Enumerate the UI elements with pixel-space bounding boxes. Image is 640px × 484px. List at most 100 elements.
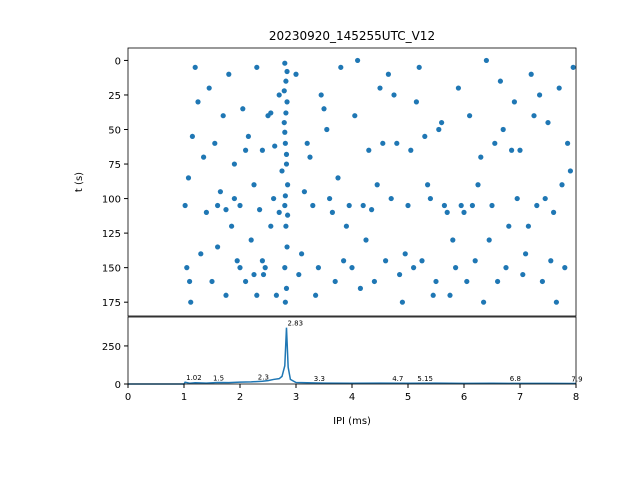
scatter-point (369, 207, 375, 213)
scatter-point (282, 140, 288, 146)
peak-label: 6.8 (510, 375, 521, 383)
scatter-point (299, 251, 305, 257)
scatter-point (439, 119, 445, 126)
scatter-point (461, 209, 467, 215)
scatter-point (388, 195, 394, 202)
scatter-point (223, 207, 229, 213)
scatter-point (284, 99, 290, 105)
scatter-point (260, 271, 267, 278)
scatter-point (402, 251, 408, 257)
y-tick-label: 50 (108, 126, 121, 137)
y-tick-label: 25 (108, 91, 121, 102)
scatter-point (284, 68, 290, 75)
scatter-point (565, 140, 571, 146)
scatter-point (262, 265, 268, 271)
scatter-point (226, 71, 232, 77)
x-tick-label: 4 (349, 392, 355, 403)
scatter-point (310, 202, 316, 209)
scatter-point (268, 110, 274, 116)
scatter-point (231, 195, 237, 202)
scatter-point (497, 78, 503, 84)
peak-label: 5.15 (417, 375, 433, 383)
scatter-point (545, 119, 551, 126)
scatter-point (349, 265, 355, 271)
scatter-point (271, 195, 277, 202)
scatter-point (282, 60, 288, 66)
scatter-point (217, 189, 223, 195)
scatter-point (212, 140, 218, 146)
scatter-point (343, 223, 349, 229)
scatter-point (534, 202, 540, 209)
scatter-point (408, 147, 414, 153)
scatter-point (282, 193, 288, 199)
x-tick-label: 7 (517, 392, 523, 403)
scatter-point (453, 265, 459, 271)
scatter-point (315, 265, 321, 271)
scatter-point (273, 292, 279, 298)
scatter-point (551, 209, 557, 215)
scatter-point (282, 265, 288, 271)
scatter-point (514, 195, 520, 202)
scatter-point (380, 140, 386, 146)
scatter-point (296, 271, 302, 278)
scatter-point (483, 57, 489, 64)
axes-frame (127, 316, 577, 385)
y-tick-label: 0 (115, 380, 121, 391)
scatter-point (570, 64, 576, 70)
scatter-point (411, 265, 417, 271)
y-tick-label: 100 (102, 195, 121, 206)
scatter-point (444, 209, 450, 215)
peak-label: 1.02 (186, 374, 202, 382)
scatter-point (341, 258, 347, 264)
scatter-point (374, 182, 380, 188)
scatter-point (251, 182, 257, 188)
scatter-point (282, 202, 288, 209)
scatter-point (399, 299, 405, 305)
y-tick-label: 75 (108, 160, 121, 171)
scatter-point (562, 265, 568, 271)
scatter-point (281, 88, 287, 94)
scatter-point (237, 265, 243, 271)
scatter-point (486, 237, 492, 243)
scatter-point (283, 151, 290, 157)
scatter-point (542, 195, 548, 202)
scatter-point (282, 299, 288, 305)
scatter-point (329, 209, 335, 215)
scatter-point (405, 202, 411, 209)
scatter-point (416, 64, 422, 70)
scatter-point (383, 258, 389, 264)
scatter-point (283, 78, 289, 84)
scatter-point (332, 278, 338, 285)
scatter-point (257, 207, 263, 213)
scatter-point (433, 278, 439, 285)
scatter-point (346, 202, 352, 209)
scatter-point (539, 278, 546, 285)
x-tick-label: 0 (125, 392, 131, 403)
scatter-point (478, 154, 484, 160)
scatter-point (391, 92, 397, 98)
y-axis-label: t (s) (74, 172, 85, 192)
scatter-point (313, 292, 319, 298)
x-tick-label: 8 (573, 392, 579, 403)
scatter-point (285, 182, 291, 188)
scatter-point (195, 99, 201, 105)
scatter-point (259, 147, 265, 153)
scatter-point (223, 292, 229, 298)
scatter-point (276, 209, 282, 215)
scatter-point (293, 71, 299, 77)
scatter-point (251, 271, 257, 278)
scatter-point (495, 278, 501, 285)
y-tick-label: 250 (102, 342, 121, 353)
scatter-point (422, 133, 428, 140)
scatter-point (517, 147, 523, 153)
scatter-point (209, 278, 215, 285)
peak-label: 3.3 (314, 375, 325, 383)
x-tick-label: 3 (293, 392, 299, 403)
scatter-point (283, 110, 289, 116)
scatter-point (201, 154, 207, 160)
scatter-point (279, 168, 285, 174)
scatter-point (248, 237, 254, 243)
scatter-point (254, 64, 260, 70)
